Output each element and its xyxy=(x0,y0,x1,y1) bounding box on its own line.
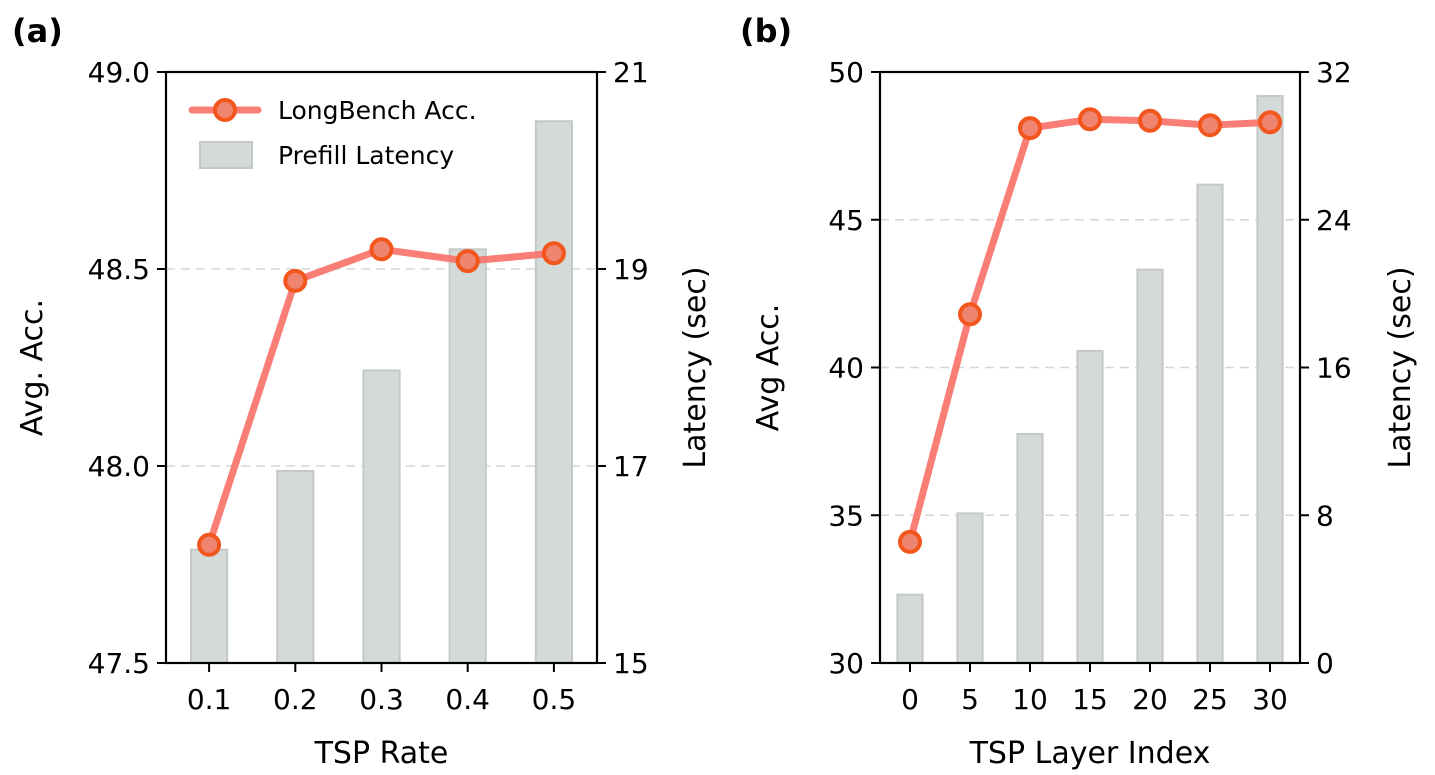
y-left-tick-label: 48.0 xyxy=(88,450,150,483)
accuracy-point xyxy=(1258,110,1282,135)
latency-bar xyxy=(534,120,574,664)
legend-label: Prefill Latency xyxy=(278,141,454,170)
x-tick-label: 0 xyxy=(901,683,919,716)
accuracy-point xyxy=(455,249,480,274)
y-right-axis-label: Latency (sec) xyxy=(1383,266,1418,468)
latency-bar xyxy=(896,593,924,665)
y-left-axis-label: Avg Acc. xyxy=(751,304,786,432)
y-left-tick-label: 47.5 xyxy=(88,647,150,680)
y-right-tick-label: 24 xyxy=(1316,204,1352,237)
y-left-tick-label: 48.5 xyxy=(88,253,150,286)
y-left-tick-label: 50 xyxy=(828,56,864,89)
x-tick-label: 0.3 xyxy=(359,683,404,716)
y-left-tick-label: 30 xyxy=(828,647,864,680)
x-tick-label: 25 xyxy=(1192,683,1228,716)
x-tick-label: 30 xyxy=(1252,683,1288,716)
x-tick-label: 5 xyxy=(961,683,979,716)
y-left-axis-label: Avg. Acc. xyxy=(15,299,50,436)
y-right-tick-label: 21 xyxy=(613,56,649,89)
legend-label: LongBench Acc. xyxy=(278,96,477,125)
accuracy-point xyxy=(541,241,566,266)
accuracy-point xyxy=(1198,113,1222,138)
x-tick-label: 20 xyxy=(1132,683,1168,716)
x-axis-label: TSP Layer Index xyxy=(969,736,1211,771)
panel-b: (b) 30 35 40 45 50 0 8 16 24 32 0 5 10 15 20 25 30 TSP Lay… xyxy=(740,12,1418,771)
accuracy-point xyxy=(283,268,308,293)
x-tick-label: 10 xyxy=(1012,683,1048,716)
accuracy-point xyxy=(1138,108,1162,133)
accuracy-point xyxy=(1078,107,1102,132)
panel-label: (b) xyxy=(740,12,792,50)
y-right-tick-label: 19 xyxy=(613,253,649,286)
accuracy-point xyxy=(197,532,222,557)
latency-bar xyxy=(448,248,487,665)
latency-bar xyxy=(189,548,229,664)
legend-bar-swatch xyxy=(199,141,253,169)
latency-bar xyxy=(1076,349,1104,664)
x-tick-label: 0.5 xyxy=(532,683,577,716)
y-right-tick-label: 32 xyxy=(1316,56,1352,89)
latency-bar xyxy=(1196,183,1224,665)
latency-bar xyxy=(1136,268,1164,664)
y-left-tick-label: 35 xyxy=(828,499,864,532)
legend-marker-swatch xyxy=(213,98,237,122)
accuracy-point xyxy=(898,529,922,554)
y-left-tick-label: 40 xyxy=(828,352,864,385)
panel-a: (a) 47.5 48.0 48.5 49.0 15 17 19 21 0.1 0.2 0.3 0.4 0… xyxy=(12,12,713,771)
y-left-tick-label: 45 xyxy=(828,204,864,237)
accuracy-point xyxy=(958,302,982,327)
y-right-axis-label: Latency (sec) xyxy=(678,266,713,468)
accuracy-point xyxy=(369,237,394,262)
panel-label: (a) xyxy=(12,12,63,50)
latency-bar xyxy=(276,469,315,664)
x-tick-label: 15 xyxy=(1072,683,1108,716)
x-tick-label: 0.2 xyxy=(273,683,318,716)
y-right-tick-label: 16 xyxy=(1316,352,1352,385)
latency-bar xyxy=(1256,95,1284,664)
legend: LongBench Acc. Prefill Latency xyxy=(188,96,477,170)
latency-bar xyxy=(362,369,401,664)
y-right-tick-label: 0 xyxy=(1316,647,1334,680)
y-right-tick-label: 17 xyxy=(613,450,649,483)
x-tick-label: 0.4 xyxy=(445,683,490,716)
latency-bar xyxy=(1016,432,1044,664)
y-left-tick-label: 49.0 xyxy=(88,56,150,89)
accuracy-point xyxy=(1018,116,1042,141)
y-right-tick-label: 15 xyxy=(613,647,649,680)
x-tick-label: 0.1 xyxy=(187,683,232,716)
latency-bar xyxy=(956,512,984,665)
y-right-tick-label: 8 xyxy=(1316,499,1334,532)
x-axis-label: TSP Rate xyxy=(314,736,449,771)
